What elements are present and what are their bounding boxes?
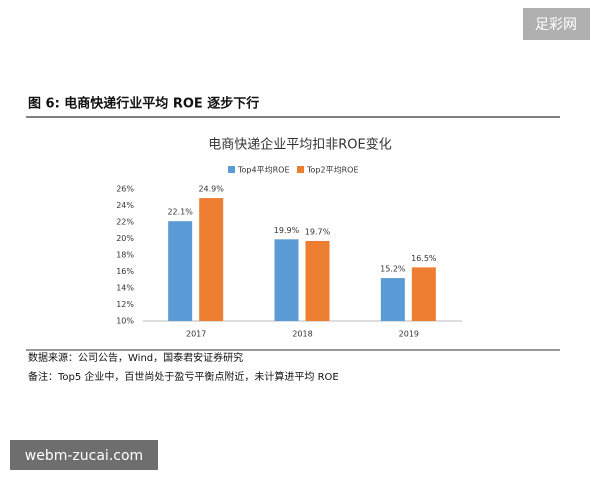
y-tick-label: 10% xyxy=(116,317,134,326)
legend-label: Top2平均ROE xyxy=(306,165,359,175)
legend-swatch xyxy=(297,166,304,173)
source: 数据来源：公司公告，Wind，国泰君安证券研究 xyxy=(28,351,243,364)
x-tick-label: 2018 xyxy=(292,330,312,339)
bar xyxy=(168,221,193,321)
data-label: 15.2% xyxy=(380,265,406,274)
data-label: 24.9% xyxy=(198,185,224,194)
bar xyxy=(199,198,224,321)
y-tick-label: 24% xyxy=(116,201,134,210)
bar xyxy=(411,267,436,321)
data-label: 22.1% xyxy=(167,208,193,217)
y-tick-label: 20% xyxy=(116,234,134,243)
note: 备注：Top5 企业中，百世尚处于盈亏平衡点附近，未计算进平均 ROE xyxy=(28,370,339,383)
bar xyxy=(380,278,405,321)
y-tick-label: 18% xyxy=(116,251,134,260)
y-tick-label: 22% xyxy=(116,218,134,227)
bar xyxy=(305,240,330,321)
y-tick-label: 14% xyxy=(116,284,134,293)
watermark-box xyxy=(10,440,158,470)
data-label: 19.7% xyxy=(305,227,331,236)
y-tick-label: 26% xyxy=(116,185,134,194)
watermark: webm-zucai.com xyxy=(25,448,143,464)
watermark-box xyxy=(523,8,590,40)
legend-label: Top4平均ROE xyxy=(237,165,290,175)
x-tick-label: 2017 xyxy=(186,330,206,339)
watermark: 足彩网 xyxy=(535,17,577,33)
chart-title: 电商快递企业平均扣非ROE变化 xyxy=(208,137,391,153)
x-tick-label: 2019 xyxy=(399,330,419,339)
legend-swatch xyxy=(228,166,235,173)
figure-label: 图 6: 电商快递行业平均 ROE 逐步下行 xyxy=(28,96,259,112)
y-tick-label: 12% xyxy=(116,300,134,309)
data-label: 16.5% xyxy=(411,254,437,263)
bar xyxy=(274,239,299,321)
y-tick-label: 16% xyxy=(116,267,134,276)
data-label: 19.9% xyxy=(274,226,300,235)
